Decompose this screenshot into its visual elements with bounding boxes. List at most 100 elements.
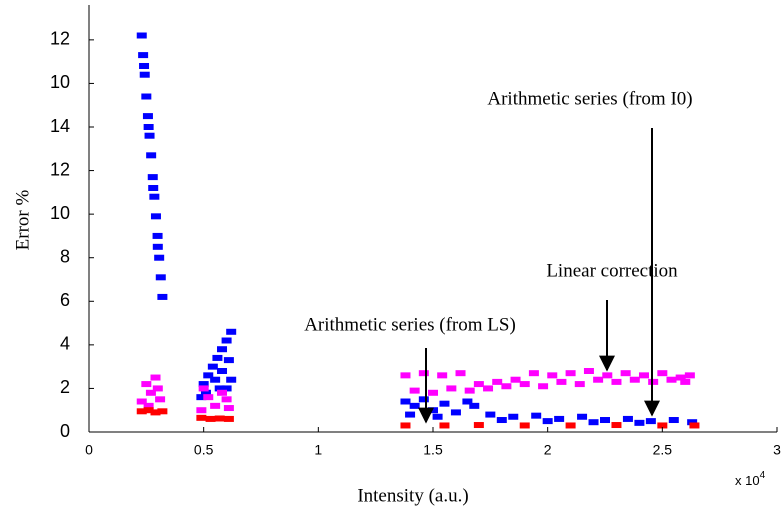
point <box>446 385 457 392</box>
y-axis-label: Error % <box>12 189 33 250</box>
point <box>675 374 686 381</box>
point <box>214 415 225 422</box>
point <box>223 357 234 364</box>
point <box>469 402 480 409</box>
offset-base: x 10 <box>735 473 760 488</box>
point <box>196 407 207 414</box>
point <box>547 372 558 379</box>
point <box>157 293 168 300</box>
annotation: Linear correction <box>546 260 678 281</box>
point <box>214 385 225 392</box>
x-tick-label: 1 <box>314 442 322 458</box>
point <box>657 370 668 377</box>
y-tick-label: 2 <box>60 377 70 397</box>
point <box>687 419 698 426</box>
point <box>147 174 158 181</box>
point <box>600 417 610 424</box>
point <box>217 389 228 396</box>
point <box>210 376 221 383</box>
point <box>510 376 521 383</box>
offset-text: x 104 <box>735 470 766 489</box>
point <box>200 389 211 396</box>
point <box>226 376 237 383</box>
point <box>577 413 588 420</box>
point <box>150 409 161 416</box>
x-tick-label: 2.5 <box>653 442 673 458</box>
point <box>428 407 438 414</box>
point <box>154 254 165 261</box>
point <box>152 232 163 239</box>
point <box>139 63 150 69</box>
point <box>668 417 679 424</box>
point <box>148 185 159 191</box>
point <box>611 378 622 385</box>
point <box>450 409 461 416</box>
point <box>221 396 232 403</box>
point <box>400 422 411 429</box>
point <box>684 372 695 379</box>
point <box>583 368 594 374</box>
point <box>565 422 576 429</box>
point <box>223 405 234 412</box>
point <box>473 422 484 429</box>
point <box>139 71 150 78</box>
point <box>409 402 420 409</box>
point <box>629 376 640 383</box>
point <box>157 408 168 415</box>
point <box>508 413 519 420</box>
point <box>501 383 512 390</box>
point <box>485 411 496 418</box>
point <box>196 414 207 421</box>
point <box>212 354 223 361</box>
point <box>439 400 450 407</box>
point <box>144 132 155 139</box>
point <box>657 422 668 429</box>
point <box>556 378 567 385</box>
point <box>588 419 599 426</box>
point <box>143 407 154 414</box>
point <box>155 274 166 281</box>
point <box>141 93 152 100</box>
point <box>622 415 633 422</box>
point <box>542 418 553 425</box>
point <box>462 398 473 405</box>
point <box>198 381 209 388</box>
point <box>136 398 147 405</box>
point <box>142 113 153 120</box>
point <box>538 383 549 390</box>
point <box>648 378 659 385</box>
y-tick-label: 12 <box>50 29 70 49</box>
point <box>143 124 154 130</box>
point <box>207 363 218 370</box>
point <box>198 385 209 392</box>
point <box>226 328 237 335</box>
point <box>418 396 429 403</box>
point <box>210 402 221 409</box>
point <box>680 378 691 385</box>
point <box>519 422 530 429</box>
plot-area <box>136 32 700 429</box>
x-tick-label: 0.5 <box>194 442 214 458</box>
point <box>136 32 147 39</box>
point <box>203 372 214 379</box>
point <box>152 243 163 250</box>
point <box>150 374 161 381</box>
point <box>620 370 631 377</box>
point <box>492 378 503 385</box>
y-tick-label: 8 <box>60 246 70 266</box>
point <box>473 381 484 388</box>
point <box>634 419 645 426</box>
y-tick-label: 10 <box>50 72 70 92</box>
x-tick-label: 0 <box>85 442 93 458</box>
point <box>565 370 576 377</box>
offset-exponent: 4 <box>760 470 766 481</box>
point <box>409 387 420 394</box>
x-tick-label: 1.5 <box>423 442 443 458</box>
point <box>483 385 494 392</box>
annotation: Arithmetic series (from LS) <box>304 314 516 335</box>
point <box>418 370 429 377</box>
y-tick-label: 14 <box>50 116 70 136</box>
point <box>574 381 585 388</box>
point <box>432 413 443 420</box>
